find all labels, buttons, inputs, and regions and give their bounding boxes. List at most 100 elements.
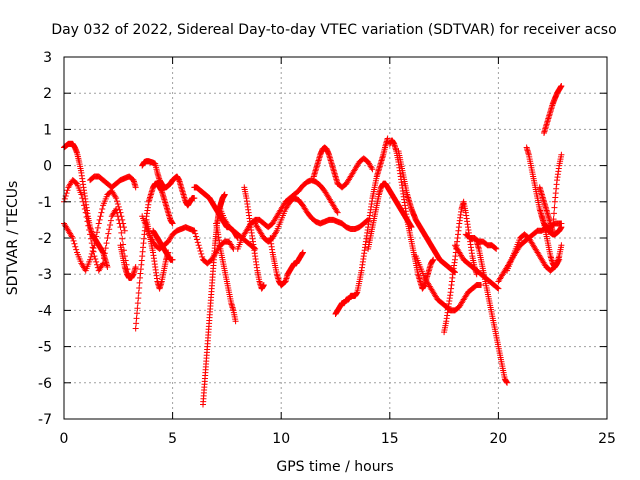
data-point [92,255,99,262]
data-point [134,305,141,312]
data-point [107,221,114,228]
data-point [191,195,198,202]
data-point [334,209,341,216]
y-tick-label: 2 [43,86,52,102]
data-point [558,224,565,231]
series-t10 [150,227,176,263]
data-point [558,151,565,158]
data-point [169,220,176,227]
data-point [135,295,142,302]
series-t35 [538,213,565,270]
data-point [87,253,94,260]
data-point [92,237,99,244]
data-point [408,224,415,231]
data-point [115,203,122,210]
y-tick-label: 1 [43,122,52,138]
data-point [558,82,565,89]
data-point [229,244,236,251]
data-point [98,209,105,216]
data-point [492,245,499,252]
y-tick-label: -7 [38,412,52,428]
series-t30 [462,231,500,252]
data-point [113,198,120,205]
x-tick-label: 20 [489,431,507,447]
data-point [70,237,77,244]
data-point [199,253,206,260]
data-point [132,184,139,191]
data-point [136,279,143,286]
series-t7 [139,158,198,209]
data-point [551,204,558,211]
data-point [550,221,557,228]
data-point [333,208,340,215]
data-point [63,190,70,197]
data-point [132,263,139,270]
data-point [299,249,306,256]
data-point [221,191,228,198]
series-t4 [87,173,139,191]
series-t32 [504,231,563,274]
x-tick-label: 0 [60,431,69,447]
x-tick-label: 15 [381,431,399,447]
series-t31 [495,220,565,285]
data-point [550,216,557,223]
data-point [90,245,97,252]
data-point [169,256,176,263]
data-point [121,227,128,234]
series-t5 [117,242,139,281]
data-point [72,243,79,250]
data-point [430,256,437,263]
data-point [551,210,558,217]
data-point [369,166,376,173]
data-point [135,290,142,297]
data-point [102,245,109,252]
data-point [73,246,80,253]
data-point [99,206,106,213]
series-t26 [412,253,485,314]
data-point [87,256,94,263]
data-point [136,284,143,291]
data-point [120,220,127,227]
data-point [107,217,114,224]
data-point [368,164,375,171]
data-point [61,195,68,202]
data-point [495,285,502,292]
data-point [95,220,102,227]
data-point [89,248,96,255]
data-point [494,284,501,291]
data-point [119,235,126,242]
data-point [94,229,101,236]
y-tick-label: -4 [38,303,52,319]
data-point [232,318,239,325]
series-t36 [541,82,565,137]
x-tick-label: 10 [272,431,290,447]
data-point [133,310,140,317]
y-tick-label: -3 [38,267,52,283]
series-t34 [536,151,565,234]
data-point [96,216,103,223]
chart-title: Day 032 of 2022, Sidereal Day-to-day VTE… [51,22,616,38]
data-point [191,227,198,234]
data-point [260,282,267,289]
y-tick-label: -1 [38,195,52,211]
data-point [198,250,205,257]
data-point [120,224,127,231]
series-t20 [310,144,341,187]
data-point [196,245,203,252]
data-point [118,213,125,220]
y-tick-label: -2 [38,231,52,247]
data-point [104,263,111,270]
data-point [192,230,199,237]
data-point [504,379,511,386]
data-point [558,242,565,249]
data-point [117,209,124,216]
data-point [94,224,101,231]
data-point [272,229,279,236]
data-point [193,233,200,240]
data-markers [61,82,565,408]
data-point [478,282,485,289]
series-t29 [473,238,511,386]
data-point [93,258,100,265]
y-tick-label: -5 [38,340,52,356]
